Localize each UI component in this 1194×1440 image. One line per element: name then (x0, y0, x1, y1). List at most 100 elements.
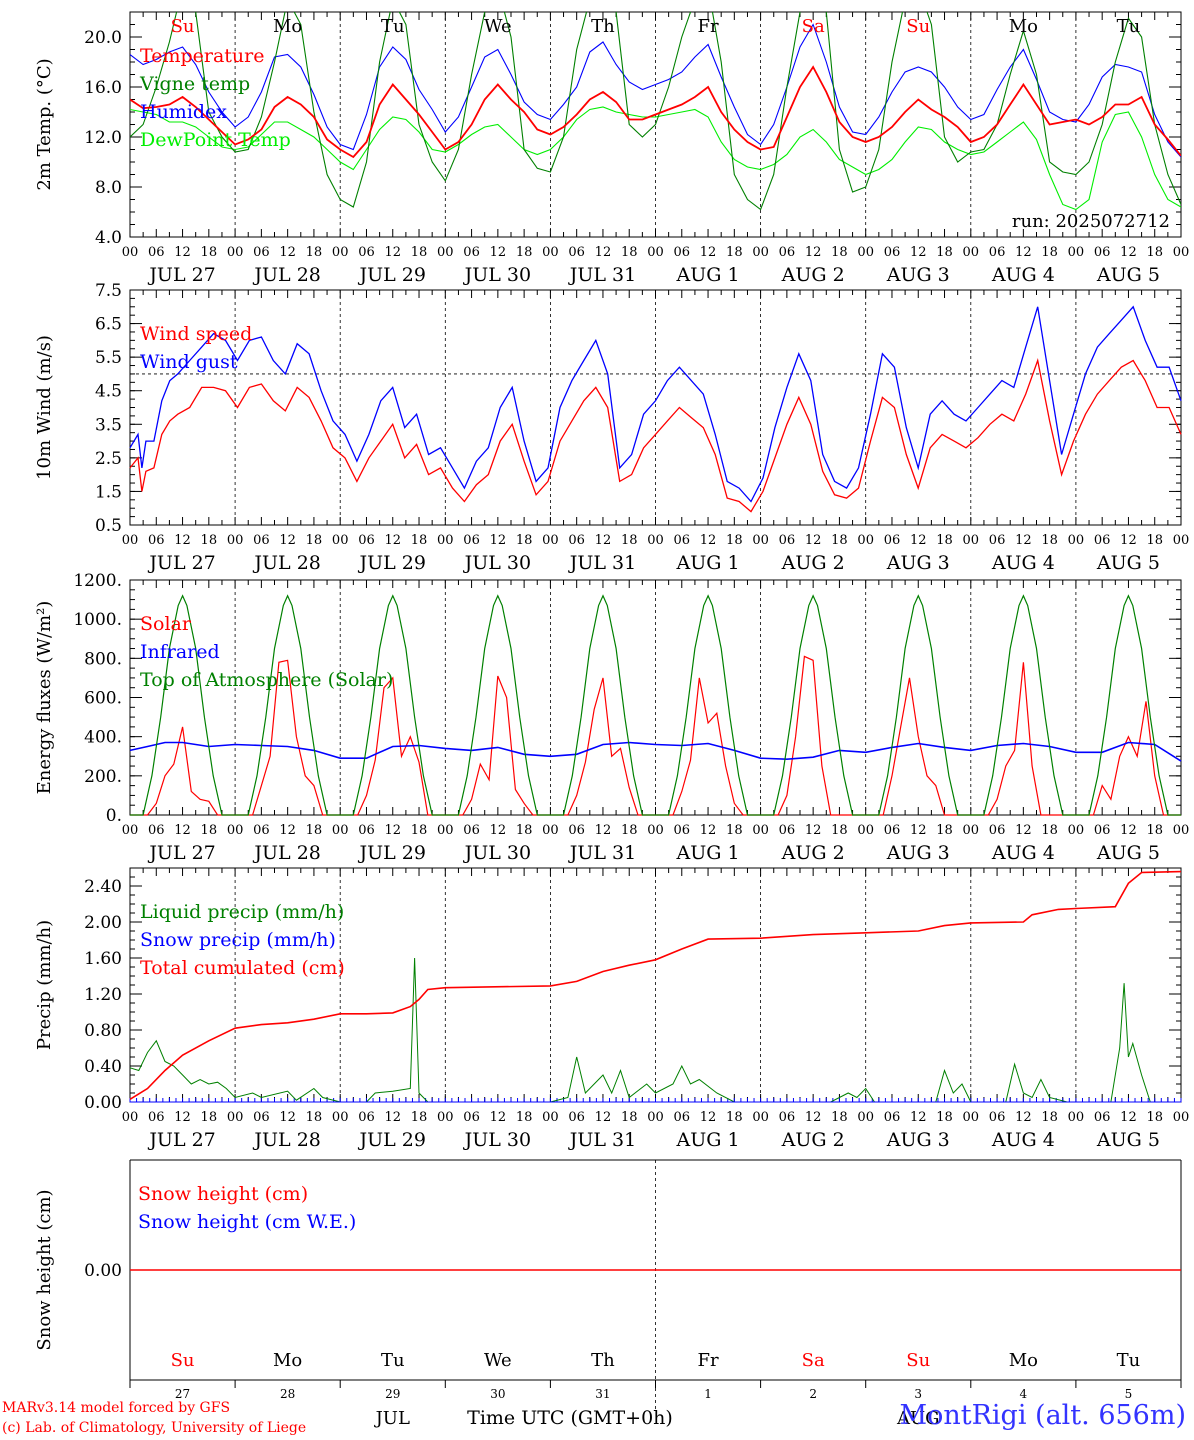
hour-tick-label: 00 (542, 1110, 559, 1125)
hour-tick-label: 18 (1041, 533, 1058, 548)
hour-tick-label: 12 (1120, 1110, 1137, 1125)
hour-tick-label: 18 (516, 245, 533, 260)
date-label: JUL 27 (147, 552, 215, 574)
legend-total-cumulated-cm-: Total cumulated (cm) (140, 957, 345, 979)
hour-tick-label: 06 (358, 533, 375, 548)
y-tick-label: 0.00 (84, 1261, 122, 1281)
date-label: AUG 3 (886, 552, 950, 574)
date-label: AUG 3 (886, 264, 950, 286)
hour-tick-label: 06 (148, 1110, 165, 1125)
hour-tick-label: 06 (463, 823, 480, 838)
hour-tick-label: 12 (384, 823, 401, 838)
weekday-label: Mo (273, 16, 302, 37)
day-number-label: 31 (595, 1387, 610, 1401)
hour-tick-label: 18 (1146, 1110, 1163, 1125)
hour-tick-label: 00 (857, 1110, 874, 1125)
hour-tick-label: 12 (279, 1110, 296, 1125)
date-label: AUG 4 (991, 1129, 1055, 1151)
hour-tick-label: 00 (227, 245, 244, 260)
month-label-jul: JUL (374, 1408, 410, 1429)
y-tick-label: 2.00 (84, 913, 122, 933)
date-label: AUG 4 (991, 842, 1055, 864)
hour-tick-label: 06 (148, 533, 165, 548)
hour-tick-label: 06 (1094, 533, 1111, 548)
hour-tick-label: 00 (752, 823, 769, 838)
hour-tick-label: 18 (936, 823, 953, 838)
hour-tick-label: 12 (910, 533, 927, 548)
date-label: JUL 30 (463, 264, 531, 286)
legend-snow-precip-mm-h-: Snow precip (mm/h) (140, 929, 336, 951)
hour-tick-label: 00 (1068, 533, 1085, 548)
day-number-label: 27 (175, 1387, 190, 1401)
hour-tick-label: 06 (674, 823, 691, 838)
hour-tick-label: 12 (1120, 533, 1137, 548)
site-title: MontRigi (alt. 656m) (899, 1400, 1186, 1431)
hour-tick-label: 00 (1173, 1110, 1190, 1125)
hour-tick-label: 12 (1015, 533, 1032, 548)
hour-tick-label: 06 (884, 1110, 901, 1125)
day-number-label: 5 (1125, 1387, 1133, 1401)
hour-tick-label: 12 (595, 245, 612, 260)
weekday-label: Tu (1117, 16, 1141, 37)
hour-tick-label: 06 (253, 823, 270, 838)
hour-tick-label: 12 (279, 823, 296, 838)
hour-tick-label: 06 (148, 823, 165, 838)
y-tick-label: 400. (84, 728, 122, 748)
date-label: JUL 31 (568, 552, 636, 574)
y-tick-label: 8.0 (95, 178, 122, 198)
date-label: JUL 29 (358, 552, 426, 574)
y-tick-label: 3.5 (95, 415, 122, 435)
hour-tick-label: 00 (437, 1110, 454, 1125)
hour-tick-label: 06 (674, 1110, 691, 1125)
weekday-label: Th (591, 1350, 615, 1371)
weekday-label: Sa (802, 16, 825, 37)
y-tick-label: 200. (84, 767, 122, 787)
hour-tick-label: 18 (306, 823, 323, 838)
hour-tick-label: 18 (726, 1110, 743, 1125)
hour-tick-label: 18 (621, 533, 638, 548)
legend-wind-gust: Wind gust (140, 351, 238, 373)
temperature-plot-area (130, 12, 1181, 211)
hour-tick-label: 06 (779, 245, 796, 260)
hour-tick-label: 12 (490, 245, 507, 260)
hour-tick-label: 00 (1173, 823, 1190, 838)
hour-tick-label: 12 (279, 245, 296, 260)
y-tick-label: 2.40 (84, 877, 122, 897)
hour-tick-label: 18 (201, 1110, 218, 1125)
hour-tick-label: 00 (963, 245, 980, 260)
date-label: AUG 2 (781, 842, 845, 864)
hour-tick-label: 12 (279, 533, 296, 548)
weekday-label: Mo (273, 1350, 302, 1371)
hour-tick-label: 18 (831, 533, 848, 548)
hour-tick-label: 06 (568, 533, 585, 548)
hour-tick-label: 00 (227, 533, 244, 548)
weekday-label: Tu (381, 16, 405, 37)
hour-tick-label: 12 (174, 1110, 191, 1125)
legend-top-of-atmosphere-solar-: Top of Atmosphere (Solar) (140, 669, 393, 691)
hour-tick-label: 06 (779, 823, 796, 838)
y-tick-label: 5.5 (95, 348, 122, 368)
series-humidex (130, 23, 1181, 158)
hour-tick-label: 12 (910, 823, 927, 838)
hour-tick-label: 06 (884, 823, 901, 838)
date-label: AUG 1 (676, 842, 740, 864)
day-number-label: 3 (914, 1387, 922, 1401)
hour-tick-label: 06 (463, 245, 480, 260)
hour-tick-label: 12 (910, 245, 927, 260)
date-label: JUL 28 (252, 842, 320, 864)
hour-tick-label: 00 (332, 245, 349, 260)
y-tick-label: 1.20 (84, 985, 122, 1005)
date-label: JUL 29 (358, 842, 426, 864)
y-tick-label: 600. (84, 689, 122, 709)
hour-tick-label: 18 (621, 823, 638, 838)
hour-tick-label: 06 (989, 245, 1006, 260)
hour-tick-label: 06 (779, 1110, 796, 1125)
hour-tick-label: 06 (674, 245, 691, 260)
hour-tick-label: 00 (857, 533, 874, 548)
weekday-label: We (484, 16, 512, 37)
hour-tick-label: 06 (884, 533, 901, 548)
legend-wind-speed: Wind speed (140, 323, 252, 345)
run-label: run: 2025072712 (1012, 211, 1170, 232)
hour-tick-label: 12 (805, 1110, 822, 1125)
weekday-label: Tu (1117, 1350, 1141, 1371)
